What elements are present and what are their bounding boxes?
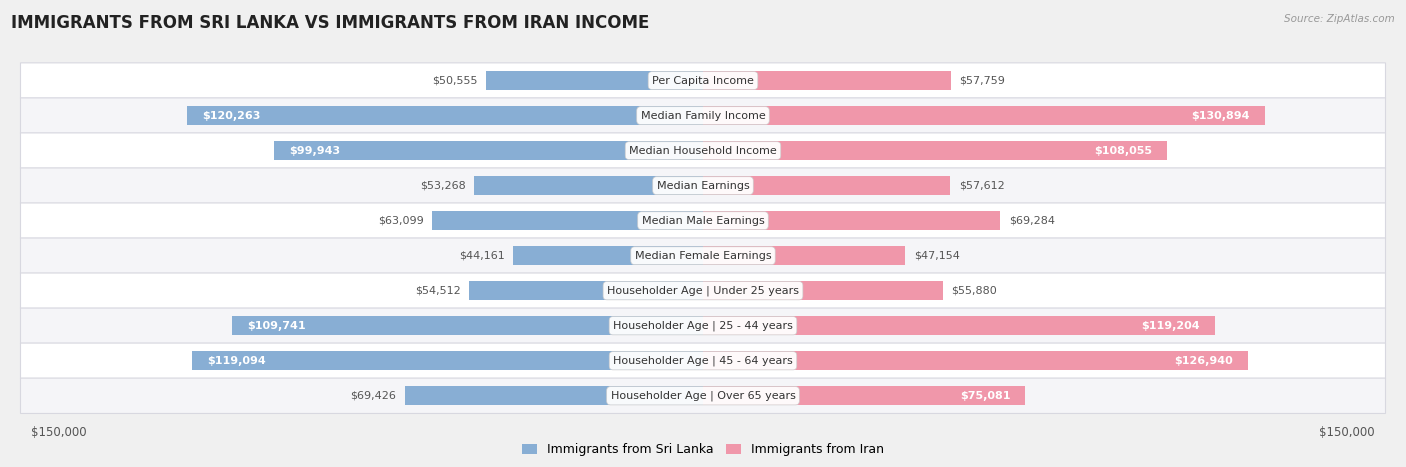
FancyBboxPatch shape xyxy=(21,308,1385,343)
FancyBboxPatch shape xyxy=(21,168,1385,203)
Text: Median Household Income: Median Household Income xyxy=(628,146,778,156)
Text: $119,204: $119,204 xyxy=(1142,321,1199,331)
Text: $120,263: $120,263 xyxy=(202,111,260,120)
Text: Householder Age | 25 - 44 years: Householder Age | 25 - 44 years xyxy=(613,320,793,331)
Bar xyxy=(274,141,703,160)
Text: Median Earnings: Median Earnings xyxy=(657,181,749,191)
Text: Householder Age | Under 25 years: Householder Age | Under 25 years xyxy=(607,285,799,296)
Bar xyxy=(703,176,950,195)
Bar xyxy=(703,141,1167,160)
Text: $55,880: $55,880 xyxy=(952,286,997,296)
Bar xyxy=(703,71,950,90)
Bar xyxy=(703,211,1001,230)
Bar xyxy=(432,211,703,230)
Bar xyxy=(191,351,703,370)
Bar xyxy=(513,246,703,265)
Bar xyxy=(703,351,1249,370)
Text: $50,555: $50,555 xyxy=(432,76,478,85)
Text: $99,943: $99,943 xyxy=(290,146,340,156)
Text: $108,055: $108,055 xyxy=(1094,146,1152,156)
Text: $57,759: $57,759 xyxy=(959,76,1005,85)
FancyBboxPatch shape xyxy=(21,378,1385,413)
Bar xyxy=(232,316,703,335)
Bar xyxy=(486,71,703,90)
Text: $130,894: $130,894 xyxy=(1191,111,1250,120)
FancyBboxPatch shape xyxy=(21,98,1385,133)
FancyBboxPatch shape xyxy=(21,203,1385,238)
Text: Householder Age | 45 - 64 years: Householder Age | 45 - 64 years xyxy=(613,355,793,366)
Text: $44,161: $44,161 xyxy=(460,251,505,261)
FancyBboxPatch shape xyxy=(21,238,1385,273)
Bar xyxy=(703,106,1265,125)
Text: $69,284: $69,284 xyxy=(1010,216,1054,226)
Text: $126,940: $126,940 xyxy=(1174,356,1233,366)
FancyBboxPatch shape xyxy=(21,133,1385,168)
Text: $109,741: $109,741 xyxy=(247,321,305,331)
Bar xyxy=(474,176,703,195)
Text: $53,268: $53,268 xyxy=(420,181,465,191)
Bar xyxy=(703,281,943,300)
Text: $119,094: $119,094 xyxy=(207,356,266,366)
Text: Householder Age | Over 65 years: Householder Age | Over 65 years xyxy=(610,390,796,401)
Text: Median Family Income: Median Family Income xyxy=(641,111,765,120)
Legend: Immigrants from Sri Lanka, Immigrants from Iran: Immigrants from Sri Lanka, Immigrants fr… xyxy=(517,439,889,461)
Text: $75,081: $75,081 xyxy=(960,391,1011,401)
Text: $63,099: $63,099 xyxy=(378,216,423,226)
Bar xyxy=(470,281,703,300)
Bar xyxy=(703,316,1215,335)
Bar xyxy=(187,106,703,125)
Text: Source: ZipAtlas.com: Source: ZipAtlas.com xyxy=(1284,14,1395,24)
FancyBboxPatch shape xyxy=(21,273,1385,308)
FancyBboxPatch shape xyxy=(21,63,1385,98)
Text: IMMIGRANTS FROM SRI LANKA VS IMMIGRANTS FROM IRAN INCOME: IMMIGRANTS FROM SRI LANKA VS IMMIGRANTS … xyxy=(11,14,650,32)
Text: Median Female Earnings: Median Female Earnings xyxy=(634,251,772,261)
Bar xyxy=(703,386,1025,405)
Text: $57,612: $57,612 xyxy=(959,181,1005,191)
Bar xyxy=(703,246,905,265)
Text: Per Capita Income: Per Capita Income xyxy=(652,76,754,85)
Bar xyxy=(405,386,703,405)
FancyBboxPatch shape xyxy=(21,343,1385,378)
Text: $69,426: $69,426 xyxy=(350,391,396,401)
Text: $54,512: $54,512 xyxy=(415,286,460,296)
Text: Median Male Earnings: Median Male Earnings xyxy=(641,216,765,226)
Text: $47,154: $47,154 xyxy=(914,251,960,261)
